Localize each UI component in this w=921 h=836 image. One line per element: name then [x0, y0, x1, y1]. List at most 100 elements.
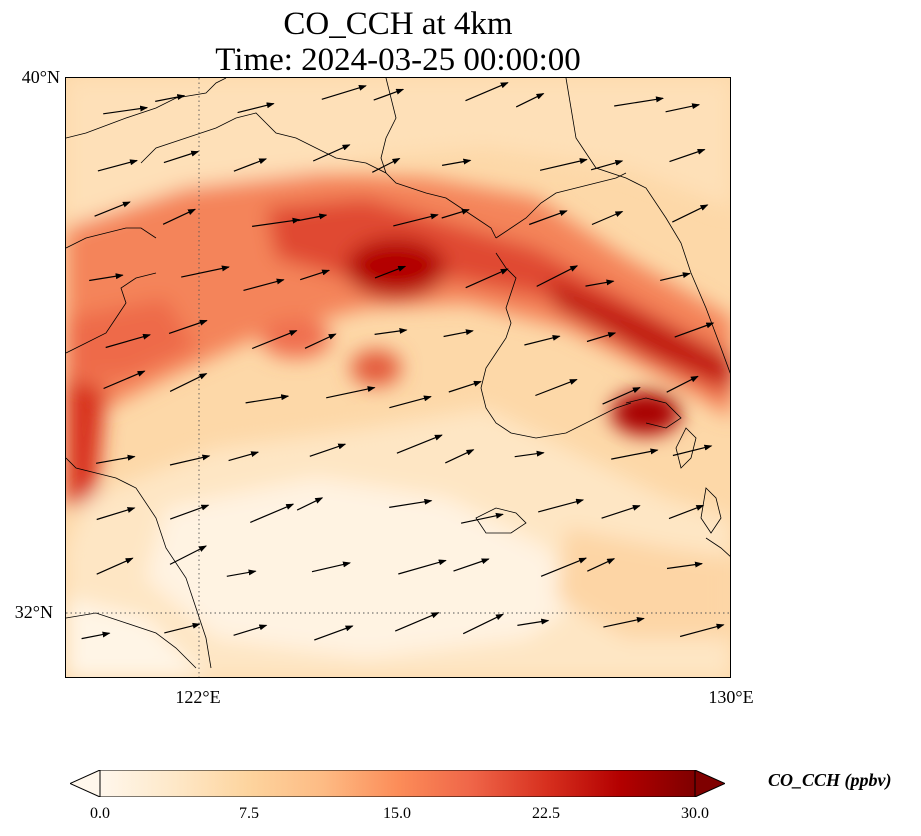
- wind-arrow: [666, 561, 703, 570]
- lat-label-40n: 40°N: [21, 67, 60, 87]
- wind-arrow: [89, 273, 124, 282]
- map-canvas: [66, 78, 730, 677]
- wind-arrow: [602, 386, 641, 405]
- wind-arrow: [445, 449, 475, 464]
- wind-arrow: [81, 631, 111, 640]
- wind-arrow: [95, 454, 136, 464]
- colorbar-tick-4: 30.0: [681, 805, 709, 822]
- wind-arrow: [314, 625, 354, 641]
- colorbar-extend-min: [68, 769, 101, 798]
- colorbar-svg: [68, 769, 727, 798]
- wind-arrow: [668, 504, 705, 520]
- wind-arrow: [514, 450, 545, 458]
- wind-arrow: [228, 451, 260, 462]
- wind-arrow: [674, 322, 715, 338]
- wind-arrow: [237, 102, 275, 114]
- wind-arrow: [245, 394, 290, 404]
- wind-arrow: [441, 158, 472, 166]
- wind-arrow: [672, 444, 713, 457]
- wind-arrow: [103, 105, 149, 115]
- wind-arrow: [535, 378, 578, 397]
- lat-label-32n: 32°N: [14, 602, 53, 622]
- wind-arrow: [97, 159, 138, 172]
- wind-arrow: [251, 330, 298, 350]
- lon-label-122e: 122°E: [175, 687, 221, 707]
- wind-arrow: [669, 148, 706, 163]
- colorbar-tick-3: 22.5: [532, 805, 560, 822]
- concentration-field: [66, 78, 730, 677]
- colorbar-tick-1: 7.5: [239, 805, 259, 822]
- wind-arrow: [666, 375, 699, 393]
- coastlines: [66, 78, 730, 669]
- wind-arrow: [396, 434, 443, 454]
- wind-arrow: [304, 333, 337, 349]
- wind-arrow: [398, 559, 447, 575]
- wind-arrow: [374, 327, 408, 335]
- wind-arrow: [614, 96, 664, 107]
- wind-arrow: [524, 334, 561, 346]
- wind-arrow: [465, 82, 509, 102]
- wind-arrow: [528, 210, 568, 226]
- wind-arrow: [665, 103, 701, 113]
- wind-arrow: [448, 380, 482, 393]
- wind-arrow: [164, 622, 201, 634]
- wind-arrow: [243, 278, 285, 291]
- wind-arrow: [250, 503, 295, 523]
- wind-arrow: [169, 454, 211, 466]
- wind-arrow: [460, 512, 504, 524]
- wind-vectors: [81, 82, 725, 641]
- wind-arrow: [660, 272, 691, 281]
- wind-arrow: [591, 210, 624, 226]
- wind-arrow: [226, 569, 257, 577]
- wind-arrow: [162, 208, 197, 225]
- wind-arrow: [441, 208, 470, 219]
- wind-arrow: [587, 558, 616, 572]
- wind-arrow: [462, 613, 504, 635]
- wind-arrow: [394, 612, 440, 632]
- wind-arrow: [540, 557, 588, 577]
- wind-arrow: [374, 265, 407, 279]
- wind-arrow: [169, 545, 207, 565]
- wind-arrow: [94, 201, 131, 217]
- wind-arrow: [672, 204, 709, 223]
- wind-arrow: [311, 561, 351, 573]
- wind-arrow: [601, 505, 641, 519]
- wind-arrow: [309, 443, 347, 457]
- wind-arrow: [389, 395, 432, 409]
- lon-label-130e: 130°E: [708, 687, 754, 707]
- colorbar-gradient: [99, 769, 696, 798]
- colorbar-tick-2: 15.0: [383, 805, 411, 822]
- wind-arrow: [326, 386, 376, 399]
- wind-arrow: [393, 213, 439, 227]
- wind-arrow: [465, 268, 509, 289]
- wind-arrow: [517, 618, 550, 626]
- wind-arrow: [169, 504, 210, 520]
- wind-arrow: [105, 333, 151, 349]
- wind-arrow: [539, 158, 588, 171]
- map-title: CO_CCH at 4km: [283, 6, 513, 42]
- wind-arrow: [590, 159, 624, 171]
- colorbar-label: CO_CCH (ppbv): [768, 770, 892, 790]
- wind-arrow: [96, 507, 136, 521]
- wind-arrow: [233, 158, 268, 172]
- wind-arrow: [611, 448, 659, 460]
- wind-arrow: [297, 213, 328, 222]
- wind-arrow: [163, 150, 200, 164]
- wind-arrow: [96, 557, 134, 575]
- wind-arrow: [169, 373, 208, 392]
- gridlines: [66, 78, 730, 677]
- colorbar-extend-max: [694, 769, 727, 798]
- wind-arrow: [536, 265, 579, 287]
- wind-arrow: [312, 144, 351, 162]
- wind-arrow: [585, 279, 615, 287]
- wind-arrow: [373, 88, 405, 101]
- map-panel: [65, 77, 731, 678]
- wind-arrow: [603, 616, 645, 628]
- wind-arrow: [321, 84, 367, 100]
- wind-arrow: [453, 558, 490, 572]
- wind-arrow: [443, 329, 474, 338]
- wind-arrow: [372, 157, 401, 173]
- wind-arrow: [103, 370, 146, 390]
- wind-arrow: [233, 624, 268, 636]
- wind-arrow: [538, 498, 585, 513]
